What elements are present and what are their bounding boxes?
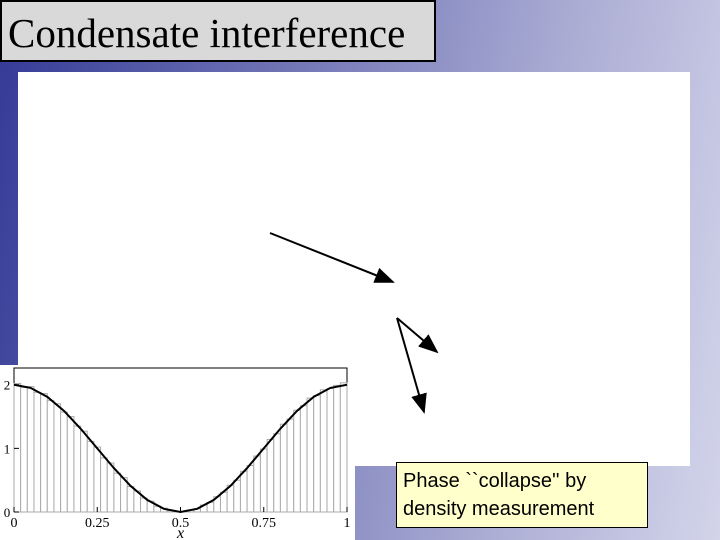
- slide-title: Condensate interference: [0, 0, 436, 62]
- bar: [239, 470, 248, 513]
- caption-box: Phase ``collapse'' by density measuremen…: [396, 462, 648, 528]
- bar: [53, 403, 62, 513]
- bar: [299, 405, 308, 513]
- x-tick-label: 1: [344, 516, 351, 531]
- arrow: [396, 317, 427, 414]
- x-tick-label: 0: [11, 516, 18, 531]
- bar: [339, 382, 348, 513]
- bar: [120, 477, 128, 513]
- arrow: [269, 232, 395, 283]
- bar: [326, 388, 335, 513]
- bar: [266, 438, 275, 513]
- x-tick-label: 0.25: [85, 516, 110, 531]
- x-tick-label: 0.5: [172, 516, 190, 531]
- bar: [20, 386, 28, 513]
- histogram-chart: 0 0.25 0.5 0.75 1 0 1 2 x: [4, 367, 351, 540]
- bar: [33, 391, 42, 513]
- bar: [333, 384, 341, 513]
- bar: [286, 418, 295, 513]
- bar: [279, 423, 288, 513]
- bar: [100, 457, 108, 513]
- bar: [26, 386, 35, 513]
- bar: [93, 446, 102, 513]
- bar: [219, 491, 228, 513]
- bar: [66, 416, 75, 513]
- y-tick-label: 0: [4, 505, 11, 520]
- bar: [73, 425, 82, 513]
- bar: [113, 472, 122, 513]
- bar: [233, 479, 241, 513]
- y-tick-label: 2: [4, 378, 11, 393]
- bar: [246, 465, 255, 513]
- y-tick-label: 1: [4, 441, 11, 456]
- bar: [60, 411, 68, 513]
- bar: [293, 409, 301, 513]
- bar: [13, 382, 22, 513]
- bar: [273, 433, 281, 513]
- bar: [86, 440, 95, 513]
- bar: [313, 395, 321, 513]
- x-tick-label: 0.75: [252, 516, 277, 531]
- bar: [46, 400, 55, 513]
- x-axis-label: x: [176, 525, 184, 540]
- bar: [306, 397, 315, 513]
- arrow: [396, 317, 439, 354]
- bar: [106, 462, 115, 513]
- bar: [80, 430, 88, 513]
- bar: [259, 448, 268, 513]
- bar: [226, 484, 235, 513]
- bar: [126, 486, 135, 513]
- bar: [253, 455, 261, 513]
- bar: [319, 389, 328, 513]
- bar: [40, 393, 48, 513]
